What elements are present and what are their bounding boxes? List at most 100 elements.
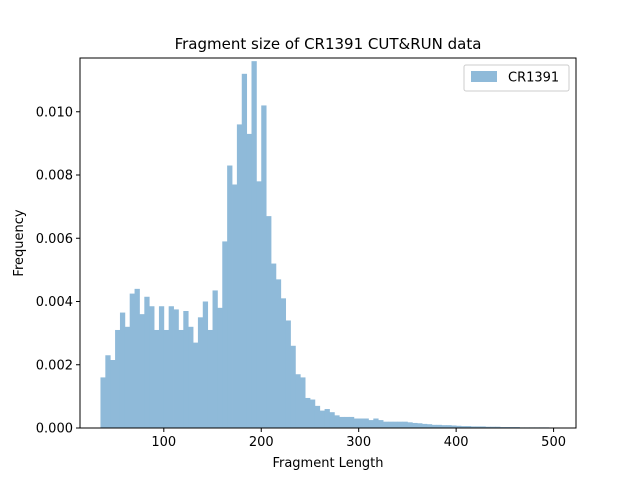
- histogram-bar: [402, 421, 408, 428]
- histogram-bar: [392, 421, 399, 428]
- histogram-bar: [124, 326, 131, 428]
- histogram-bar: [207, 329, 213, 428]
- histogram-bar: [456, 425, 462, 428]
- histogram-bar: [407, 422, 413, 428]
- histogram-bar: [290, 345, 296, 428]
- histogram-bar: [417, 423, 423, 428]
- histogram-bar: [378, 420, 384, 428]
- legend-label: CR1391: [508, 71, 559, 86]
- histogram-bar: [275, 279, 282, 428]
- histogram-bar: [305, 397, 311, 428]
- histogram-bar: [163, 329, 170, 428]
- histogram-bar: [105, 355, 111, 428]
- histogram-bar: [295, 374, 301, 428]
- x-tick-label: 100: [151, 435, 176, 450]
- y-axis: 0.000 0.002 0.004 0.006 0.008 0.010: [36, 105, 80, 437]
- histogram-bar: [222, 241, 228, 428]
- histogram-bar: [426, 424, 433, 428]
- y-axis-title: Frequency: [12, 209, 27, 276]
- histogram-bar: [422, 423, 428, 428]
- histogram-bar: [470, 426, 477, 428]
- histogram-bar: [344, 416, 350, 428]
- histogram-bar: [314, 405, 321, 428]
- histogram-bar: [261, 105, 267, 428]
- histogram-bar: [158, 306, 165, 428]
- histogram-bar: [461, 426, 467, 428]
- y-tick-label: 0.006: [36, 232, 73, 247]
- histogram-bar: [490, 426, 496, 428]
- histogram-bar: [436, 424, 442, 428]
- histogram-bar: [256, 181, 262, 428]
- bars-layer: [100, 61, 554, 429]
- x-tick-label: 500: [541, 435, 566, 450]
- histogram-bar: [363, 418, 369, 428]
- histogram-bar: [154, 329, 160, 428]
- histogram-bar: [139, 314, 145, 428]
- y-tick-label: 0.010: [36, 105, 73, 120]
- histogram-bar: [465, 426, 472, 428]
- histogram-bar: [485, 426, 491, 428]
- histogram-bar: [387, 421, 394, 428]
- histogram-bar: [178, 329, 184, 428]
- histogram-bar: [266, 216, 272, 428]
- histogram-bar: [280, 298, 287, 428]
- x-tick-label: 200: [249, 435, 274, 450]
- histogram-bar: [173, 309, 179, 428]
- histogram-bar: [353, 418, 360, 428]
- legend-swatch: [471, 71, 497, 82]
- histogram-bar: [246, 133, 252, 428]
- histogram-bar: [197, 317, 204, 428]
- histogram-bar: [300, 377, 306, 428]
- histogram-bar: [149, 306, 155, 428]
- histogram-bar: [183, 310, 189, 428]
- histogram-bar: [309, 399, 316, 428]
- histogram-bar: [236, 124, 243, 429]
- histogram-bar: [480, 426, 486, 428]
- legend: CR1391: [463, 64, 570, 92]
- histogram-bar: [431, 424, 438, 428]
- histogram-bar: [324, 409, 330, 428]
- histogram-bar: [373, 418, 379, 428]
- histogram-bar: [397, 421, 403, 428]
- histogram-bar: [110, 360, 116, 428]
- y-tick-label: 0.002: [36, 358, 73, 373]
- histogram-bar: [115, 329, 121, 428]
- histogram-bar: [412, 422, 418, 428]
- histogram-bar: [285, 320, 291, 428]
- histogram-bar: [495, 426, 501, 428]
- x-tick-label: 400: [444, 435, 469, 450]
- histogram-bar: [134, 288, 140, 428]
- histogram-bar: [334, 415, 340, 428]
- histogram-bar: [446, 425, 452, 428]
- y-tick-label: 0.008: [36, 169, 73, 184]
- histogram-bar: [339, 416, 345, 428]
- y-tick-label: 0.004: [36, 295, 73, 310]
- histogram-bar: [383, 421, 389, 428]
- histogram-bar: [188, 326, 194, 428]
- histogram-bar: [202, 301, 209, 428]
- histogram-bar: [100, 377, 106, 428]
- histogram-bar: [368, 420, 374, 428]
- y-tick-label: 0.000: [36, 422, 73, 437]
- histogram-bar: [144, 296, 150, 428]
- histogram-bar: [168, 306, 174, 428]
- histogram-bar: [451, 425, 457, 428]
- histogram-bar: [241, 73, 248, 429]
- x-tick-label: 300: [346, 435, 371, 450]
- histogram-bar: [217, 307, 223, 428]
- histogram-bar: [212, 290, 218, 428]
- x-axis-title: Fragment Length: [272, 456, 383, 471]
- histogram-bar: [348, 416, 355, 428]
- histogram-bar: [193, 342, 199, 428]
- histogram-bar: [270, 263, 277, 428]
- histogram-bar: [329, 412, 335, 428]
- histogram-bar: [129, 293, 135, 428]
- x-axis: 100 200 300 400 500: [151, 428, 566, 450]
- plot-frame: [79, 57, 577, 429]
- histogram-bar: [232, 184, 238, 428]
- histogram-bar: [441, 425, 447, 428]
- histogram-bar: [475, 426, 481, 428]
- histogram-bar: [358, 418, 364, 428]
